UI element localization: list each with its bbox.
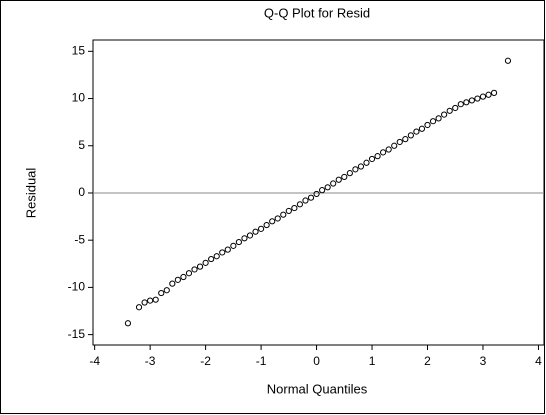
point	[202, 259, 209, 266]
point	[185, 270, 193, 277]
y-tick-label: -5	[74, 232, 85, 246]
point	[196, 263, 204, 270]
point	[163, 287, 170, 294]
point	[241, 235, 248, 242]
point	[335, 176, 342, 183]
x-tick-label: -2	[200, 354, 211, 368]
point	[452, 104, 459, 112]
x-tick-label: -1	[256, 354, 267, 368]
point	[330, 180, 337, 187]
point	[504, 57, 512, 64]
point	[291, 204, 298, 212]
point	[219, 249, 226, 256]
point	[269, 218, 276, 225]
point	[479, 93, 487, 100]
x-tick-label: 3	[480, 354, 487, 368]
point	[380, 149, 387, 156]
point	[169, 280, 176, 287]
point	[141, 299, 148, 306]
point	[158, 289, 165, 297]
point	[208, 255, 215, 263]
x-tick-label: -3	[145, 354, 156, 368]
point	[324, 184, 331, 191]
point	[396, 138, 403, 146]
point	[147, 297, 154, 304]
point	[368, 155, 376, 163]
point	[302, 197, 309, 204]
y-tick-label: -15	[68, 327, 86, 341]
point	[457, 101, 464, 108]
point	[124, 320, 132, 327]
point	[257, 225, 265, 232]
point	[391, 142, 398, 149]
x-axis-label: Normal Quantiles	[267, 381, 368, 396]
chart-title: Q-Q Plot for Resid	[264, 5, 370, 20]
point	[446, 107, 453, 114]
point	[463, 99, 470, 106]
point	[402, 136, 409, 143]
point	[274, 215, 281, 222]
point	[224, 246, 231, 253]
y-tick-label: 5	[78, 138, 85, 152]
point	[418, 125, 426, 132]
point	[352, 166, 359, 173]
point	[385, 146, 392, 153]
point	[490, 89, 498, 96]
point	[357, 163, 365, 170]
point	[235, 238, 242, 246]
y-tick-label: 0	[78, 185, 85, 199]
y-tick-label: -10	[68, 280, 86, 294]
point	[307, 194, 315, 201]
point	[246, 232, 254, 239]
y-axis-label: Residual	[23, 168, 38, 219]
point	[263, 221, 270, 229]
point	[435, 115, 442, 122]
y-tick-label: 15	[72, 44, 86, 58]
x-tick-label: 2	[424, 354, 431, 368]
point	[407, 132, 414, 139]
point	[363, 159, 370, 166]
point	[230, 242, 237, 249]
point	[152, 296, 159, 303]
point	[135, 304, 143, 311]
point	[313, 190, 320, 198]
x-tick-label: -4	[89, 354, 100, 368]
point	[468, 97, 475, 104]
point	[174, 276, 181, 283]
point	[280, 211, 287, 218]
point	[429, 118, 437, 125]
point	[441, 111, 448, 118]
point	[374, 153, 381, 160]
x-tick-label: 0	[313, 354, 320, 368]
point	[180, 273, 187, 281]
point	[191, 266, 198, 273]
point	[213, 253, 220, 260]
point	[285, 207, 292, 215]
point	[346, 170, 353, 177]
x-tick-label: 4	[535, 354, 542, 368]
point	[296, 201, 304, 208]
point	[252, 228, 259, 235]
y-tick-label: 10	[72, 91, 86, 105]
point	[413, 128, 420, 135]
point	[341, 173, 348, 181]
point	[474, 95, 481, 102]
point	[319, 187, 326, 194]
point	[424, 121, 431, 129]
x-tick-label: 1	[369, 354, 376, 368]
point	[485, 91, 492, 98]
